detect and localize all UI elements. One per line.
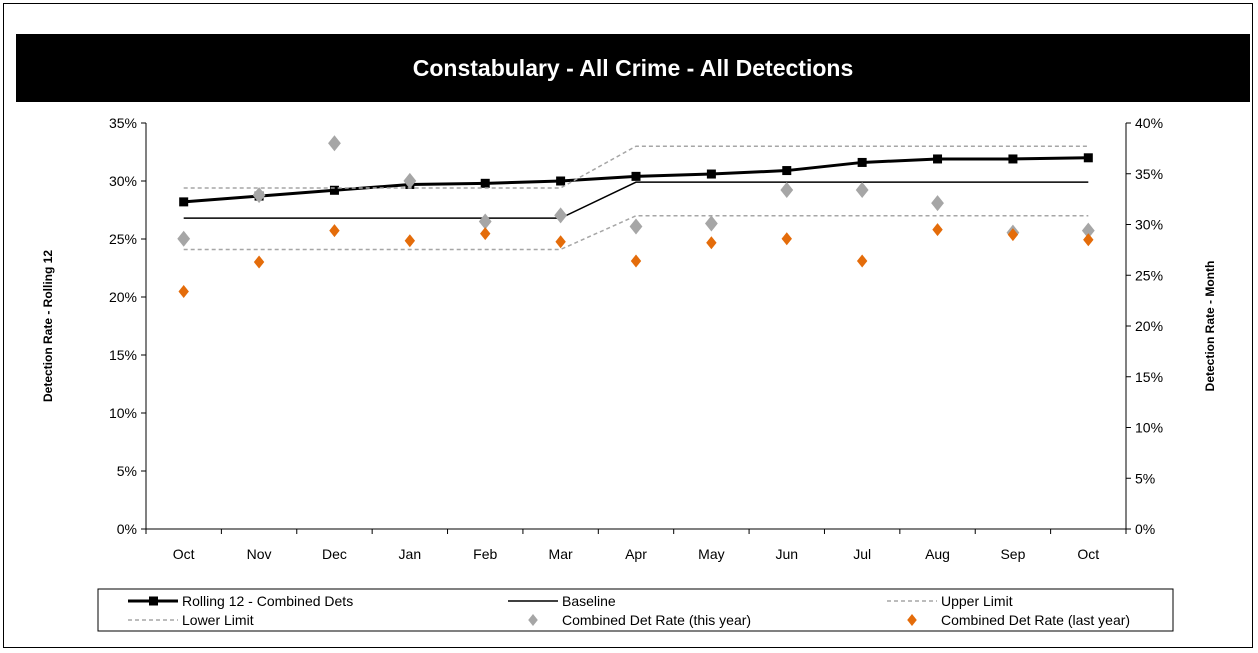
data-point-rolling-12-combined-dets xyxy=(706,169,716,179)
data-point-combined-det-rate-last-year xyxy=(856,254,868,268)
y-left-tick-label: 20% xyxy=(109,289,137,305)
legend-marker-combined-det-rate-last-year xyxy=(907,614,917,626)
data-point-rolling-12-combined-dets xyxy=(329,185,339,195)
data-point-combined-det-rate-this-year xyxy=(704,215,718,232)
data-point-combined-det-rate-last-year xyxy=(480,227,491,241)
x-tick-label: Jun xyxy=(775,546,798,562)
data-point-rolling-12-combined-dets xyxy=(179,197,189,207)
chart-frame: Constabulary - All Crime - All Detection… xyxy=(3,3,1253,648)
data-point-combined-det-rate-this-year xyxy=(629,218,643,235)
x-tick-label: Oct xyxy=(173,546,195,562)
data-point-combined-det-rate-last-year xyxy=(1083,233,1094,247)
legend-label-lower-limit: Lower Limit xyxy=(182,612,254,628)
y-left-tick-label: 30% xyxy=(109,173,137,189)
data-point-combined-det-rate-last-year xyxy=(178,284,189,298)
x-tick-label: Jan xyxy=(399,546,422,562)
y-right-tick-label: 35% xyxy=(1135,166,1163,182)
data-point-combined-det-rate-last-year xyxy=(253,255,265,269)
data-point-rolling-12-combined-dets xyxy=(857,157,867,167)
y-right-tick-label: 25% xyxy=(1135,267,1163,283)
legend-label-baseline: Baseline xyxy=(562,593,616,609)
data-point-combined-det-rate-this-year xyxy=(931,195,944,212)
data-point-combined-det-rate-last-year xyxy=(329,224,340,238)
y-left-axis-title: Detection Rate - Rolling 12 xyxy=(41,250,55,402)
y-left-tick-label: 10% xyxy=(109,405,137,421)
data-point-rolling-12-combined-dets xyxy=(782,166,792,176)
y-right-tick-label: 10% xyxy=(1135,420,1163,436)
y-left-tick-label: 5% xyxy=(117,463,137,479)
y-right-tick-label: 20% xyxy=(1135,318,1163,334)
y-left-tick-label: 15% xyxy=(109,347,137,363)
legend-label-combined-det-rate-this-year: Combined Det Rate (this year) xyxy=(562,612,751,628)
y-left-tick-label: 35% xyxy=(109,115,137,131)
y-right-tick-label: 0% xyxy=(1135,521,1155,537)
series-line-baseline xyxy=(183,181,1089,219)
x-tick-label: Nov xyxy=(247,546,272,562)
data-point-combined-det-rate-this-year xyxy=(1081,222,1095,239)
legend-label-rolling-12-combined-dets: Rolling 12 - Combined Dets xyxy=(182,593,353,609)
chart-title-bar: Constabulary - All Crime - All Detection… xyxy=(16,34,1250,102)
x-tick-label: Dec xyxy=(322,546,347,562)
data-point-combined-det-rate-this-year xyxy=(554,207,568,224)
data-point-combined-det-rate-this-year xyxy=(328,135,341,152)
data-point-rolling-12-combined-dets xyxy=(556,176,566,186)
data-point-combined-det-rate-last-year xyxy=(404,234,416,248)
x-tick-label: Jul xyxy=(853,546,871,562)
data-point-combined-det-rate-last-year xyxy=(555,235,566,249)
data-point-rolling-12-combined-dets xyxy=(480,178,490,188)
data-point-combined-det-rate-this-year xyxy=(855,181,869,198)
x-tick-label: Mar xyxy=(549,546,573,562)
y-right-tick-label: 5% xyxy=(1135,470,1155,486)
data-point-rolling-12-combined-dets xyxy=(1008,154,1018,164)
data-point-combined-det-rate-last-year xyxy=(1007,228,1019,242)
legend-label-upper-limit: Upper Limit xyxy=(941,593,1013,609)
x-tick-label: May xyxy=(698,546,724,562)
data-point-combined-det-rate-this-year xyxy=(403,172,417,189)
y-right-tick-label: 40% xyxy=(1135,115,1163,131)
data-point-combined-det-rate-last-year xyxy=(932,223,943,237)
series-line-lower-limit xyxy=(183,215,1089,251)
data-point-rolling-12-combined-dets xyxy=(1083,153,1093,163)
data-point-rolling-12-combined-dets xyxy=(631,171,641,181)
data-point-combined-det-rate-this-year xyxy=(780,181,794,198)
x-tick-label: Oct xyxy=(1077,546,1099,562)
legend-box xyxy=(97,588,1174,632)
data-point-combined-det-rate-last-year xyxy=(630,254,642,268)
y-left-tick-label: 0% xyxy=(117,521,137,537)
legend-label-combined-det-rate-last-year: Combined Det Rate (last year) xyxy=(941,612,1130,628)
data-point-combined-det-rate-this-year xyxy=(252,187,266,204)
data-point-rolling-12-combined-dets xyxy=(933,154,943,164)
chart-title: Constabulary - All Crime - All Detection… xyxy=(412,54,854,81)
data-point-combined-det-rate-last-year xyxy=(706,236,717,250)
series-line-upper-limit xyxy=(183,145,1089,189)
data-point-combined-det-rate-this-year xyxy=(177,230,191,247)
y-right-tick-label: 15% xyxy=(1135,369,1163,385)
y-right-tick-label: 30% xyxy=(1135,217,1163,233)
y-left-tick-label: 25% xyxy=(109,231,137,247)
x-tick-label: Feb xyxy=(473,546,497,562)
legend-marker-rolling-12-combined-dets xyxy=(149,596,158,606)
y-right-axis-title: Detection Rate - Month xyxy=(1203,261,1217,392)
x-tick-label: Sep xyxy=(1000,546,1025,562)
data-point-combined-det-rate-last-year xyxy=(781,232,792,246)
data-point-combined-det-rate-this-year xyxy=(478,213,492,230)
x-tick-label: Apr xyxy=(625,546,647,562)
legend-marker-combined-det-rate-this-year xyxy=(528,614,538,626)
x-tick-label: Aug xyxy=(925,546,950,562)
